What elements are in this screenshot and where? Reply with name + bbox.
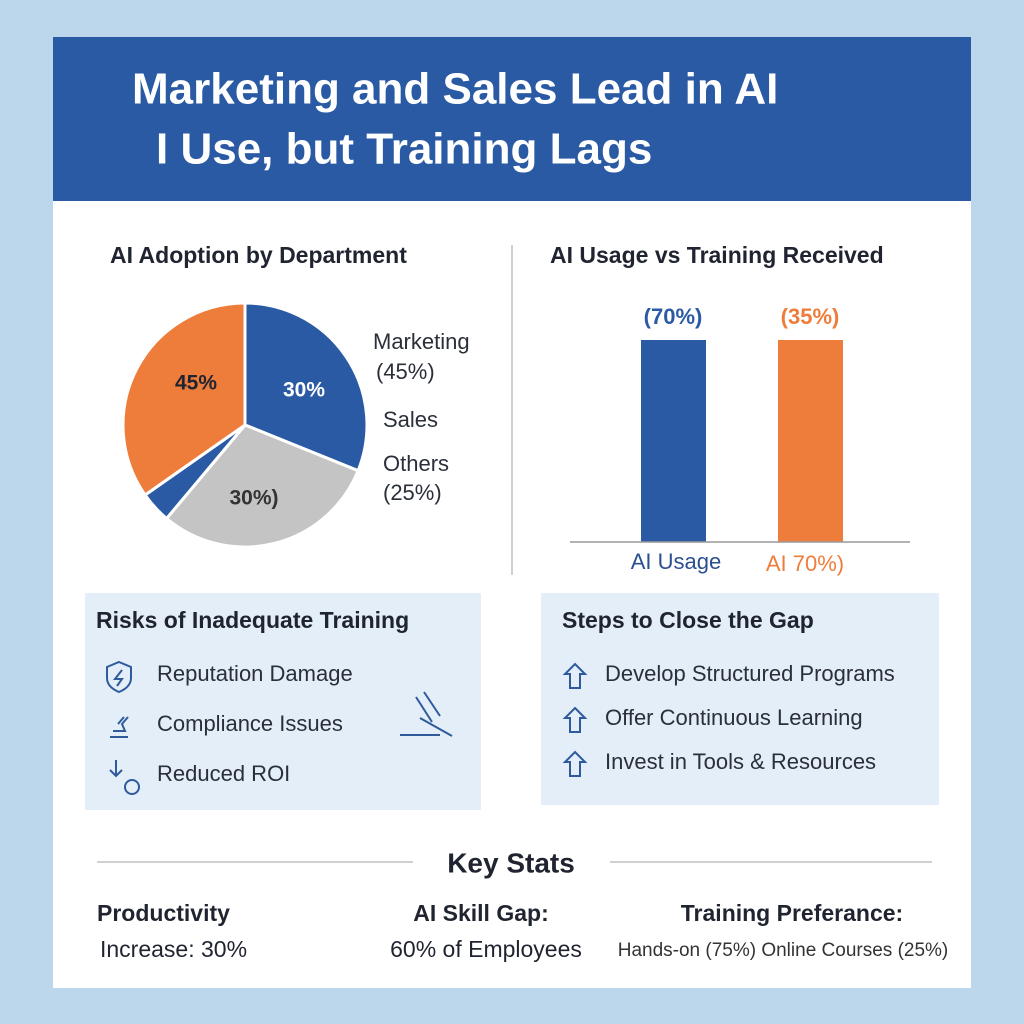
stat-label: Training Preferance: <box>681 900 903 926</box>
shield-icon <box>106 660 132 694</box>
risks-box <box>85 593 481 810</box>
legend-text: (25%) <box>383 480 442 505</box>
gavel-icon <box>110 716 129 738</box>
step-item: Develop Structured Programs <box>605 661 895 686</box>
down-icon <box>109 760 123 778</box>
step-item: Offer Continuous Learning <box>605 705 863 730</box>
pie-wedge <box>121 301 247 498</box>
box-title: Steps to Close the Gap <box>562 607 814 633</box>
panel-title: AI Adoption by Department <box>110 242 407 268</box>
gavel-icon <box>400 691 453 737</box>
arrow-icon <box>562 662 588 689</box>
slice-label: 45% <box>175 372 217 395</box>
stat-value: Hands-on (75%) Online Courses (25%) <box>618 940 949 961</box>
bar <box>641 340 706 542</box>
bar-label: (70%) <box>644 304 703 329</box>
step-item: Invest in Tools & Resources <box>605 749 876 774</box>
box-title: Risks of Inadequate Training <box>96 607 409 633</box>
slice-label: 30%) <box>229 487 278 510</box>
legend-text: Marketing <box>373 329 470 354</box>
slice-label: 30% <box>283 379 325 402</box>
risk-item: Compliance Issues <box>157 711 343 736</box>
arrow-icon <box>562 750 588 777</box>
legend-text: (45%) <box>376 359 435 384</box>
steps-box <box>541 593 939 805</box>
bar <box>778 340 843 542</box>
risk-item: Reputation Damage <box>157 661 353 686</box>
coin-icon <box>124 779 140 795</box>
stat-value: Increase: 30% <box>100 936 247 962</box>
header-band <box>53 37 971 201</box>
risk-item: Reduced ROI <box>157 761 290 786</box>
pie-wedge <box>243 301 369 473</box>
legend-text: Sales <box>383 407 438 432</box>
title-line: Marketing and Sales Lead in AI <box>132 65 778 114</box>
legend-text: Others <box>383 451 449 476</box>
stats-title: Key Stats <box>447 847 575 878</box>
arrow-icon <box>562 706 588 733</box>
category-label: AI Usage <box>631 549 722 574</box>
stat-value: 60% of Employees <box>390 936 582 962</box>
pie-wedge <box>164 423 361 549</box>
title-line: I Use, but Training Lags <box>156 125 652 174</box>
stat-label: Productivity <box>97 900 230 926</box>
category-label: AI 70%) <box>766 551 844 576</box>
stat-label: AI Skill Gap: <box>413 900 548 926</box>
bar-label: (35%) <box>781 304 840 329</box>
panel-title: AI Usage vs Training Received <box>550 242 884 268</box>
